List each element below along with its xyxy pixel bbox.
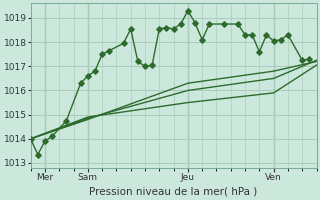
X-axis label: Pression niveau de la mer( hPa ): Pression niveau de la mer( hPa ): [90, 187, 258, 197]
